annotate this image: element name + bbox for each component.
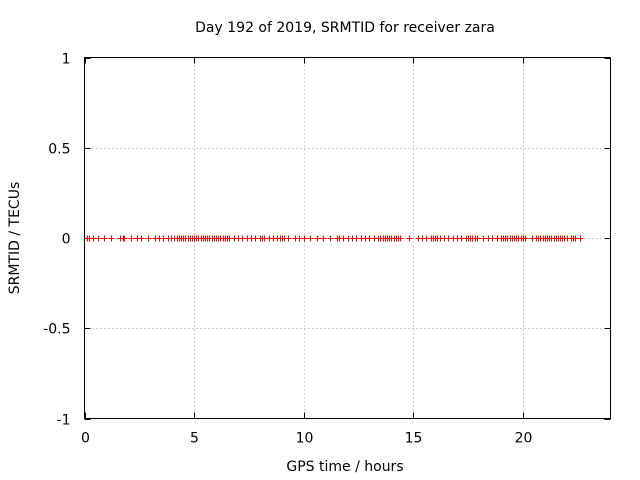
y-tick-label: 1: [62, 52, 71, 68]
x-tick-label: 15: [405, 431, 423, 447]
data-point-marker: [138, 235, 145, 242]
data-point-marker: [406, 235, 413, 242]
data-point-marker: [108, 235, 115, 242]
data-point-marker: [101, 235, 108, 242]
y-tick-label: -1: [57, 413, 71, 429]
y-tick-label: -0.5: [43, 322, 70, 338]
data-point-marker: [474, 235, 481, 242]
y-axis-label: SRMTID / TECUs: [7, 182, 23, 295]
data-point-marker: [522, 235, 529, 242]
x-axis-label: GPS time / hours: [286, 459, 403, 475]
chart-title: Day 192 of 2019, SRMTID for receiver zar…: [195, 20, 495, 36]
data-point-marker: [307, 235, 314, 242]
data-point-marker: [314, 235, 321, 242]
x-tick-label: 5: [190, 431, 199, 447]
data-point-marker: [327, 235, 334, 242]
x-tick-label: 0: [81, 431, 90, 447]
x-tick-label: 20: [515, 431, 533, 447]
data-point-marker: [285, 235, 292, 242]
data-points: [84, 235, 584, 242]
axis-ticks: 0 5 10 15 20 -1 -0.5 0 0.5 1: [43, 52, 611, 447]
data-point-marker: [577, 235, 584, 242]
x-tick-label: 10: [296, 431, 314, 447]
y-tick-label: 0: [62, 232, 71, 248]
plot-border: [84, 57, 611, 419]
data-point-marker: [301, 235, 308, 242]
data-point-marker: [121, 235, 128, 242]
data-point-marker: [320, 235, 327, 242]
y-tick-label: 0.5: [48, 142, 70, 158]
data-point-marker: [397, 235, 404, 242]
data-point-marker: [128, 235, 135, 242]
data-point-marker: [95, 235, 102, 242]
data-point-marker: [145, 235, 152, 242]
